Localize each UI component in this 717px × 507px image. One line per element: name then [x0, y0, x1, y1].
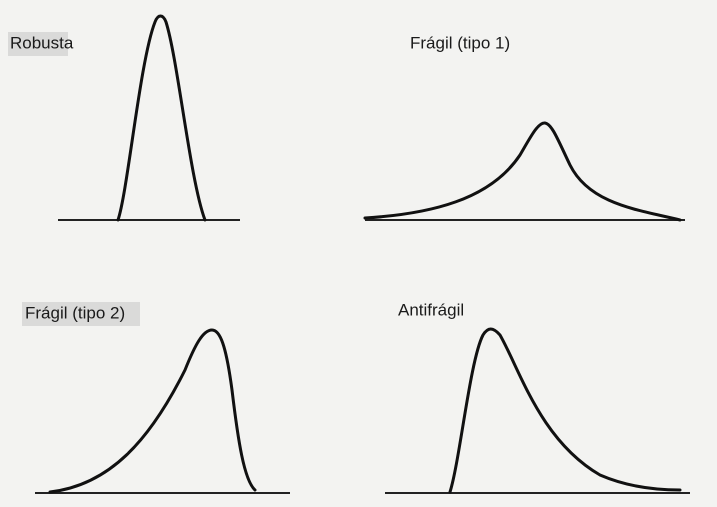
label-highlight — [8, 32, 68, 56]
distribution-curve — [48, 328, 257, 494]
distribution-curve — [116, 14, 207, 222]
distribution-curve — [363, 121, 682, 222]
panel-label: Antifrágil — [398, 300, 464, 319]
distribution-curve — [448, 327, 682, 494]
label-highlight — [22, 302, 140, 326]
panel-label: Frágil (tipo 1) — [410, 33, 510, 52]
panel-label: Robusta — [10, 33, 74, 52]
panel-label: Frágil (tipo 2) — [25, 303, 125, 322]
